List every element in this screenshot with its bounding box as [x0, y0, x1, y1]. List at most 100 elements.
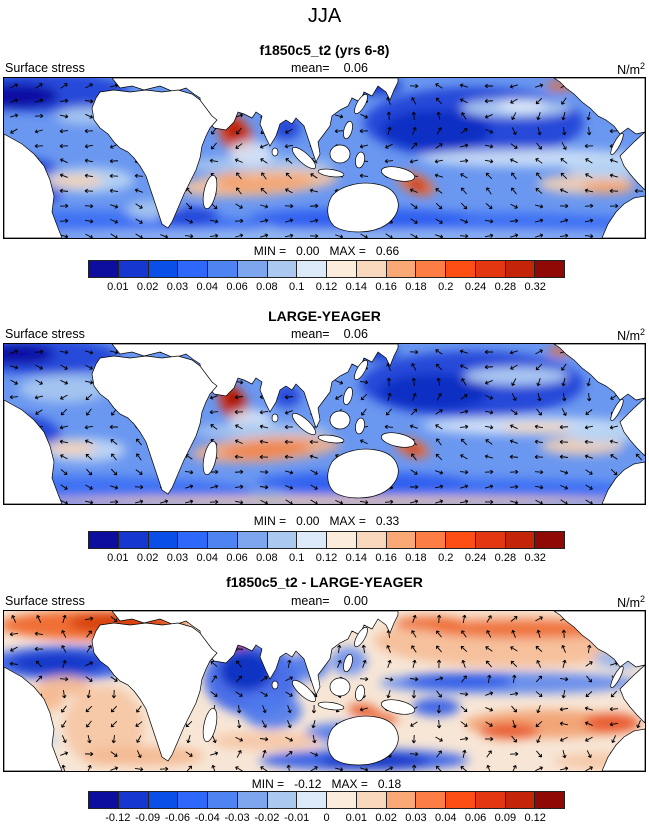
colorbar-segment: [534, 532, 564, 548]
colorbar-segment: [177, 261, 207, 277]
colorbar-segment: [296, 792, 326, 808]
panel-2-header: Surface stress mean= 0.06 N/m2: [0, 327, 649, 343]
min-value: 0.00: [296, 514, 320, 528]
colorbar-segment: [117, 532, 148, 548]
colorbar-tick: 0.03: [405, 812, 427, 824]
colorbar-segment: [355, 261, 386, 277]
mean-label: mean=: [291, 594, 330, 608]
min-label: MIN =: [253, 514, 287, 528]
figure-title: JJA: [307, 5, 342, 27]
panel-2-subtitle: LARGE-YEAGER: [268, 308, 381, 324]
mean-value: 0.00: [343, 594, 368, 608]
colorbar-tick: 0.1: [289, 552, 305, 564]
colorbar-segment: [89, 261, 118, 277]
colorbar-tick: 0.01: [107, 281, 129, 293]
colorbar-tick: 0.09: [494, 812, 517, 824]
panel-1-minmax: MIN = 0.00 MAX = 0.66: [88, 244, 565, 258]
panel-2-minmax: MIN = 0.00 MAX = 0.33: [88, 514, 565, 528]
colorbar-segment: [147, 532, 178, 548]
colorbar-model: [88, 260, 565, 278]
max-label: MAX =: [331, 777, 368, 791]
colorbar-tick: 0.18: [405, 552, 427, 564]
colorbar-tick: 0.01: [345, 812, 368, 824]
colorbar-ticks-observations: 0.01 0.02 0.03 0.04 0.06 0.08 0.1 0.12 0.14 0.16 0…: [88, 552, 565, 564]
colorbar-tick: 0.12: [524, 812, 546, 824]
colorbar-segment: [266, 532, 297, 548]
mean-value: 0.06: [343, 61, 368, 75]
land-masses: [4, 78, 645, 238]
colorbar-tick: 0.08: [256, 552, 278, 564]
colorbar-tick: 0: [323, 812, 330, 824]
colorbar-segment: [355, 792, 386, 808]
panel-3-minmax: MIN = -0.12 MAX = 0.18: [88, 777, 565, 791]
min-label: MIN =: [253, 244, 287, 258]
colorbar-tick: 0.04: [435, 812, 457, 824]
colorbar-segment: [207, 261, 237, 277]
colorbar-segment: [207, 792, 237, 808]
mean-label: mean=: [291, 327, 330, 341]
units-label: N/m2: [617, 594, 645, 611]
colorbar-tick: 0.03: [166, 281, 189, 293]
colorbar-tick: -0.09: [135, 812, 161, 824]
land-masses: [4, 344, 645, 504]
map-model: [3, 77, 646, 239]
colorbar-tick: 0.06: [464, 812, 487, 824]
colorbar-segment: [504, 532, 535, 548]
colorbar-tick: 0.32: [524, 552, 546, 564]
colorbar-segment: [236, 261, 267, 277]
panel-1-header: Surface stress mean= 0.06 N/m2: [0, 61, 649, 77]
mean-readout: mean= 0.06: [291, 61, 368, 75]
panel-3-header: Surface stress mean= 0.00 N/m2: [0, 594, 649, 610]
colorbar-segment: [296, 261, 326, 277]
colorbar-segment: [236, 792, 267, 808]
colorbar-tick: 0.12: [315, 281, 338, 293]
colorbar-tick: 0.32: [524, 281, 546, 293]
colorbar-segment: [117, 792, 148, 808]
mean-label: mean=: [291, 61, 330, 75]
colorbar-segment: [177, 532, 207, 548]
colorbar-tick: 0.28: [494, 552, 517, 564]
colorbar-tick: 0.03: [166, 552, 189, 564]
max-value: 0.33: [375, 514, 400, 528]
colorbar-tick: 0.06: [226, 281, 248, 293]
colorbar-segment: [474, 261, 505, 277]
colorbar-segment: [89, 532, 118, 548]
colorbar-tick: 0.28: [494, 281, 517, 293]
colorbar-segment: [385, 261, 416, 277]
colorbar-tick: 0.18: [405, 281, 427, 293]
colorbar-segment: [326, 792, 356, 808]
colorbar-segment: [89, 792, 118, 808]
colorbar-segment: [445, 261, 475, 277]
max-label: MAX =: [329, 244, 366, 258]
panel-3-subtitle: f1850c5_t2 - LARGE-YEAGER: [226, 574, 423, 590]
colorbar-tick: 0.02: [136, 552, 159, 564]
min-value: 0.00: [296, 244, 320, 258]
colorbar-segment: [534, 792, 564, 808]
colorbar-tick: 0.16: [375, 552, 397, 564]
variable-label: Surface stress: [5, 61, 85, 75]
colorbar-segment: [445, 792, 475, 808]
colorbar-segment: [474, 532, 505, 548]
colorbar-segment: [504, 792, 535, 808]
colorbar-tick: 0.08: [256, 281, 278, 293]
colorbar-tick: 0.2: [438, 281, 454, 293]
colorbar-segment: [147, 261, 178, 277]
colorbar-segment: [415, 792, 445, 808]
colorbar-tick: 0.02: [375, 812, 397, 824]
colorbar-segment: [385, 532, 416, 548]
colorbar-tick: -0.04: [194, 812, 220, 824]
colorbar-tick: 0.2: [438, 552, 454, 564]
variable-label: Surface stress: [5, 594, 85, 608]
mean-readout: mean= 0.06: [291, 327, 368, 341]
colorbar-segment: [326, 532, 356, 548]
units-label: N/m2: [617, 61, 645, 78]
land-masses: [4, 611, 645, 771]
variable-label: Surface stress: [5, 327, 85, 341]
colorbar-tick: 0.24: [464, 552, 487, 564]
colorbar-tick: -0.01: [284, 812, 310, 824]
colorbar-tick: 0.02: [136, 281, 159, 293]
colorbar-tick: 0.04: [196, 281, 218, 293]
colorbar-tick: -0.12: [105, 812, 131, 824]
colorbar-segment: [415, 261, 445, 277]
